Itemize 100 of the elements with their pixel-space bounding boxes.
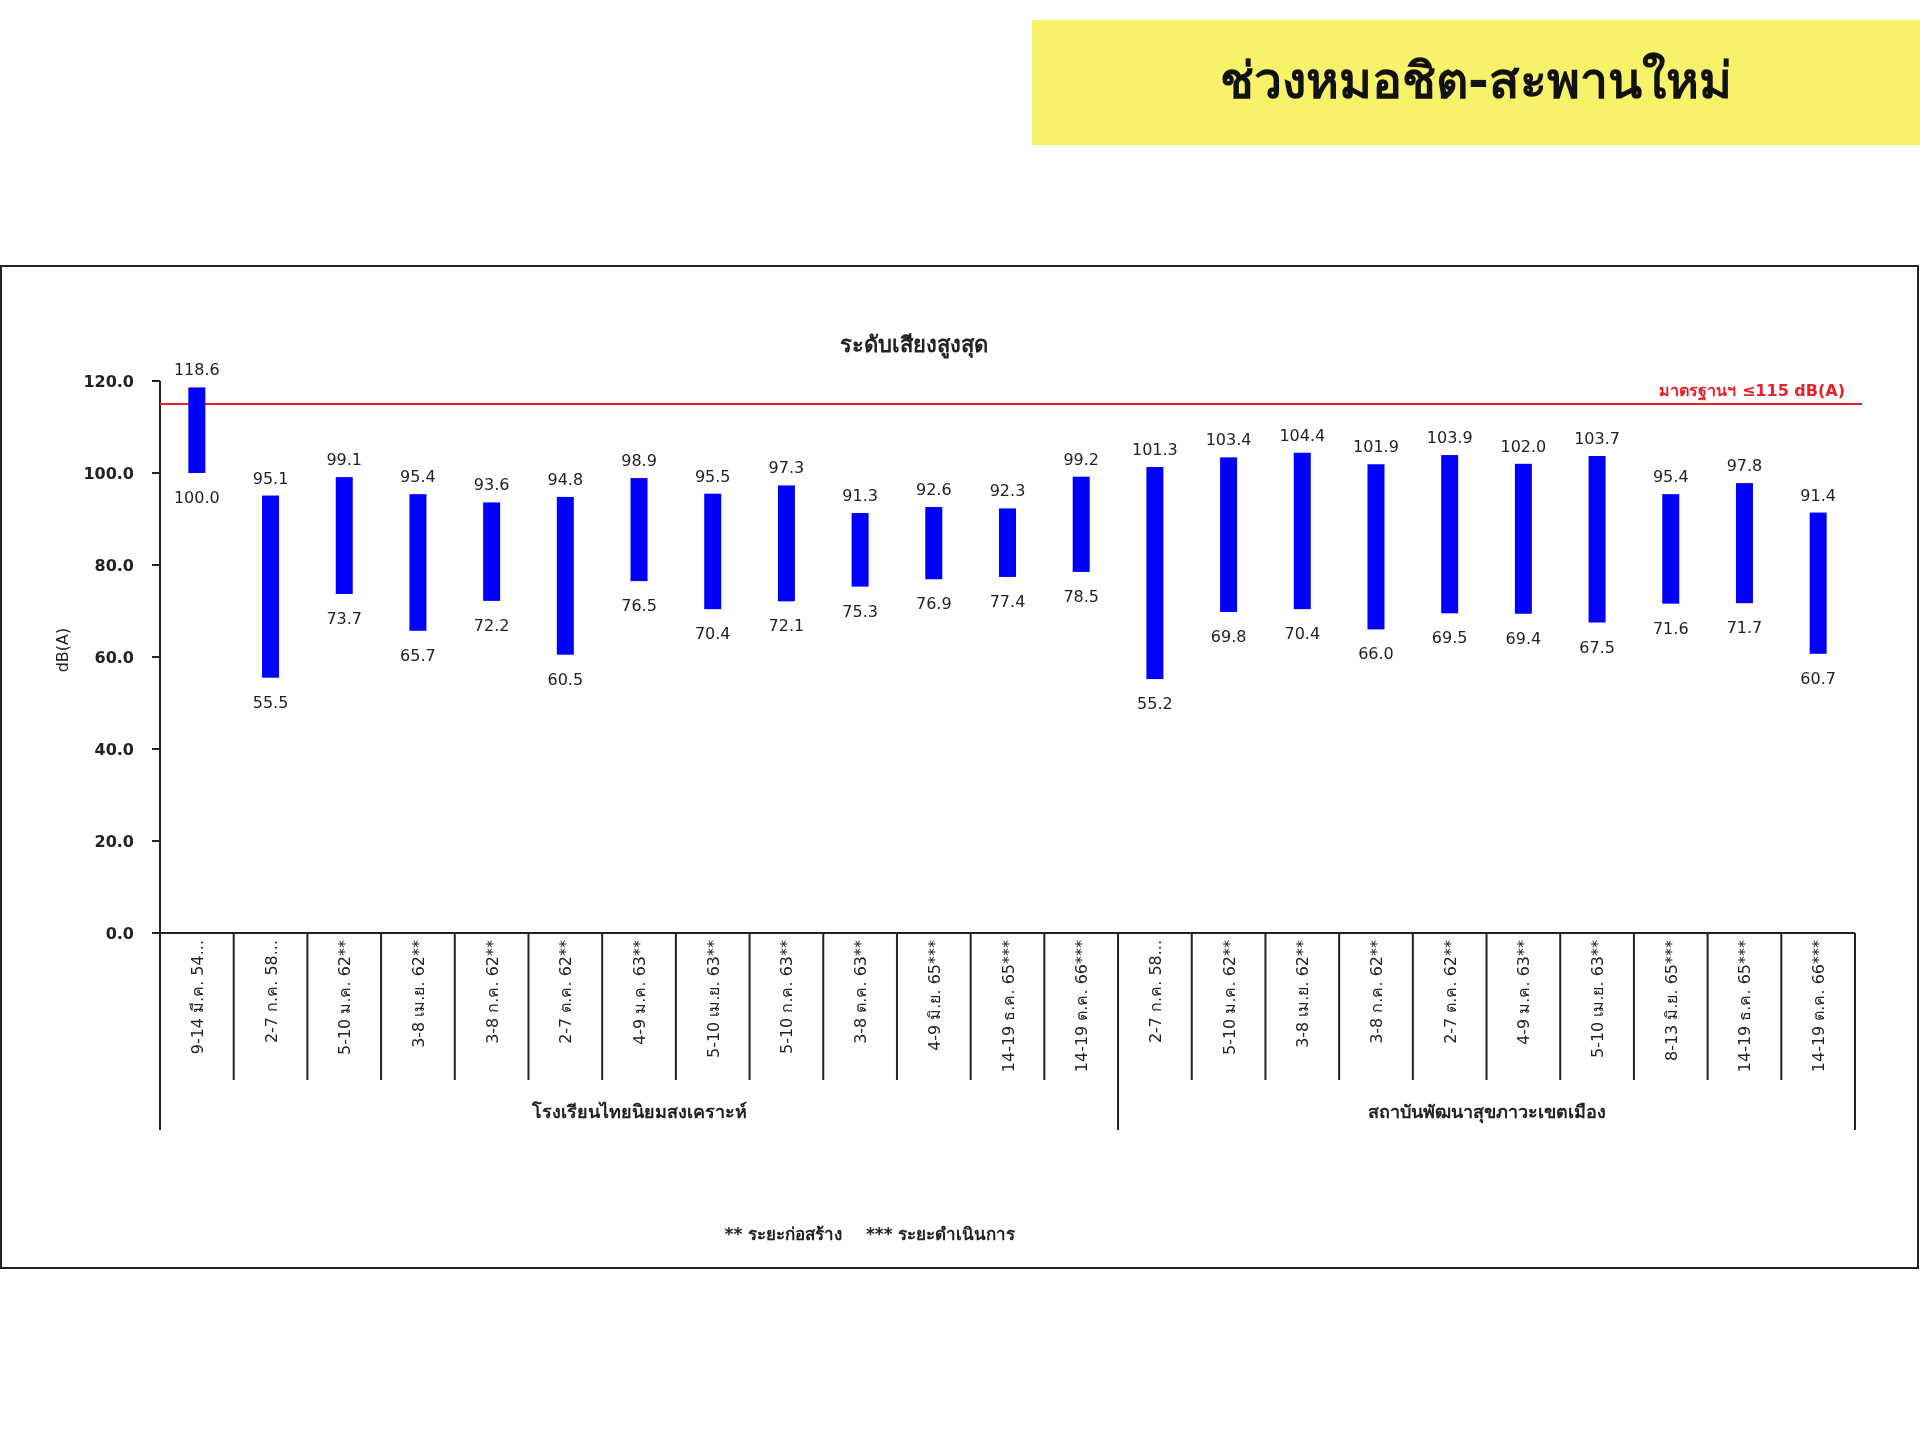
bar	[1146, 467, 1164, 680]
y-tick-label: 100.0	[83, 464, 134, 483]
bar	[851, 513, 869, 587]
annotation: 71.7	[1726, 618, 1763, 638]
data-label: 93.6	[473, 475, 510, 495]
data-label: 97.8	[1726, 456, 1763, 476]
bar	[1367, 464, 1385, 630]
data-label: 91.4	[1800, 485, 1836, 505]
annotation: 70.4	[1284, 624, 1321, 644]
annotation: 66.0	[1358, 644, 1394, 664]
annotation: 71.6	[1652, 618, 1689, 638]
data-label: 92.6	[915, 480, 952, 500]
x-tick-label: 4-9 ม.ค. 63**	[630, 940, 650, 1045]
bar	[1220, 457, 1238, 612]
ref-line-label: มาตรฐานฯ ≤115 dB(A)	[1659, 381, 1845, 401]
data-label: 99.1	[326, 450, 363, 470]
annotation: 69.4	[1505, 628, 1542, 648]
data-label: 92.3	[989, 481, 1026, 501]
bar	[409, 494, 427, 631]
x-tick-label: 4-9 ม.ค. 63**	[1514, 940, 1534, 1045]
data-label: 102.0	[1500, 436, 1547, 456]
x-tick-label: 2-7 ต.ค. 62**	[556, 940, 576, 1044]
data-label: 95.1	[252, 468, 289, 488]
x-tick-label: 5-10 ม.ค. 62**	[1219, 940, 1239, 1056]
bar	[262, 495, 280, 678]
annotation: 77.4	[989, 591, 1026, 611]
data-label: 103.4	[1205, 430, 1252, 450]
annotation: 55.2	[1137, 694, 1173, 714]
x-tick-label: 3-8 ก.ค. 62**	[482, 940, 502, 1044]
bar	[188, 387, 206, 473]
annotation: 67.5	[1579, 637, 1615, 657]
x-tick-label: 14-19 ธ.ค. 65***	[998, 940, 1018, 1073]
x-tick-label: 5-10 เม.ย. 63**	[703, 940, 723, 1059]
x-tick-label: 5-10 ม.ค. 62**	[335, 940, 355, 1056]
x-tick-label: 5-10 เม.ย. 63**	[1588, 940, 1608, 1059]
y-tick-label: 80.0	[94, 556, 134, 575]
annotation: 76.5	[621, 596, 657, 616]
data-label: 95.5	[694, 466, 731, 486]
bar	[483, 502, 501, 601]
annotation: 60.7	[1800, 668, 1836, 688]
x-tick-label: 14-19 ธ.ค. 65***	[1735, 940, 1755, 1073]
data-label: 95.4	[400, 467, 436, 487]
bar	[1662, 494, 1680, 604]
y-tick-label: 40.0	[94, 740, 134, 759]
y-axis-title: dB(A)	[53, 627, 72, 673]
bar	[1735, 483, 1753, 604]
bar	[925, 507, 943, 580]
x-tick-label: 3-8 เม.ย. 62**	[1293, 940, 1313, 1048]
bar	[1293, 452, 1311, 610]
annotation: 76.9	[915, 594, 952, 614]
annotation: 69.5	[1431, 628, 1468, 648]
annotation: 78.5	[1063, 586, 1100, 606]
y-tick-label: 60.0	[94, 648, 134, 667]
annotation: 100.0	[173, 488, 220, 507]
x-tick-label: 2-7 ก.ค. 58...	[1145, 940, 1165, 1044]
data-label: 101.3	[1131, 440, 1178, 460]
chart-subtitle: ระดับเสียงสูงสุด	[840, 332, 988, 359]
text: ** ระยะก่อสร้าง *** ระยะดำเนินการ	[724, 1224, 1017, 1244]
annotation: 70.4	[694, 624, 731, 644]
annotation: 73.7	[326, 608, 363, 628]
chart-title: ช่วงหมอชิต-สะพานใหม่	[1220, 52, 1732, 110]
text: โรงเรียนไทยนิยมสงเคราะห์	[530, 1101, 747, 1122]
data-label: 91.3	[842, 486, 878, 506]
bar	[1809, 512, 1827, 654]
annotation: 55.5	[252, 692, 289, 712]
x-tick-label: 2-7 ต.ค. 62**	[1440, 940, 1460, 1044]
annotation: 72.2	[473, 615, 510, 635]
y-tick-label: 120.0	[83, 372, 134, 391]
x-tick-label: 4-9 มิ.ย. 65***	[924, 940, 944, 1051]
annotation: 72.1	[768, 616, 805, 636]
bar	[335, 477, 353, 594]
data-label: 104.4	[1279, 425, 1326, 445]
annotation: 60.5	[547, 669, 584, 689]
x-tick-label: 3-8 ก.ค. 62**	[1366, 940, 1386, 1044]
x-tick-label: 14-19 ต.ค. 66***	[1809, 940, 1829, 1073]
y-tick-label: 0.0	[105, 924, 134, 943]
data-label: 99.2	[1063, 449, 1100, 469]
x-tick-label: 14-19 ต.ค. 66***	[1072, 940, 1092, 1073]
bar	[999, 508, 1016, 577]
bar	[1441, 455, 1459, 614]
data-label: 94.8	[547, 469, 584, 489]
annotation: 75.3	[842, 601, 878, 621]
x-tick-label: 5-10 ก.ค. 63**	[777, 940, 797, 1055]
bar	[704, 493, 722, 610]
x-tick-label: 9-14 มี.ค. 54...	[187, 940, 207, 1055]
x-tick-label: 3-8 ต.ค. 63**	[851, 940, 871, 1044]
data-label: 95.4	[1652, 467, 1689, 487]
y-tick-label: 20.0	[94, 832, 134, 851]
data-label: 103.9	[1426, 428, 1473, 448]
bar	[777, 485, 795, 602]
annotation: 69.8	[1210, 626, 1247, 646]
x-tick-label: 3-8 เม.ย. 62**	[408, 940, 428, 1048]
x-tick-label: 8-13 มิ.ย. 65***	[1661, 940, 1681, 1062]
bar	[1588, 455, 1606, 623]
x-tick-label: 2-7 ก.ค. 58...	[261, 940, 281, 1044]
annotation: 65.7	[400, 645, 436, 665]
bar	[1514, 463, 1532, 614]
data-label: 118.6	[173, 360, 220, 380]
data-label: 101.9	[1353, 437, 1399, 457]
text: สถาบันพัฒนาสุขภาวะเขตเมือง	[1367, 1101, 1606, 1124]
